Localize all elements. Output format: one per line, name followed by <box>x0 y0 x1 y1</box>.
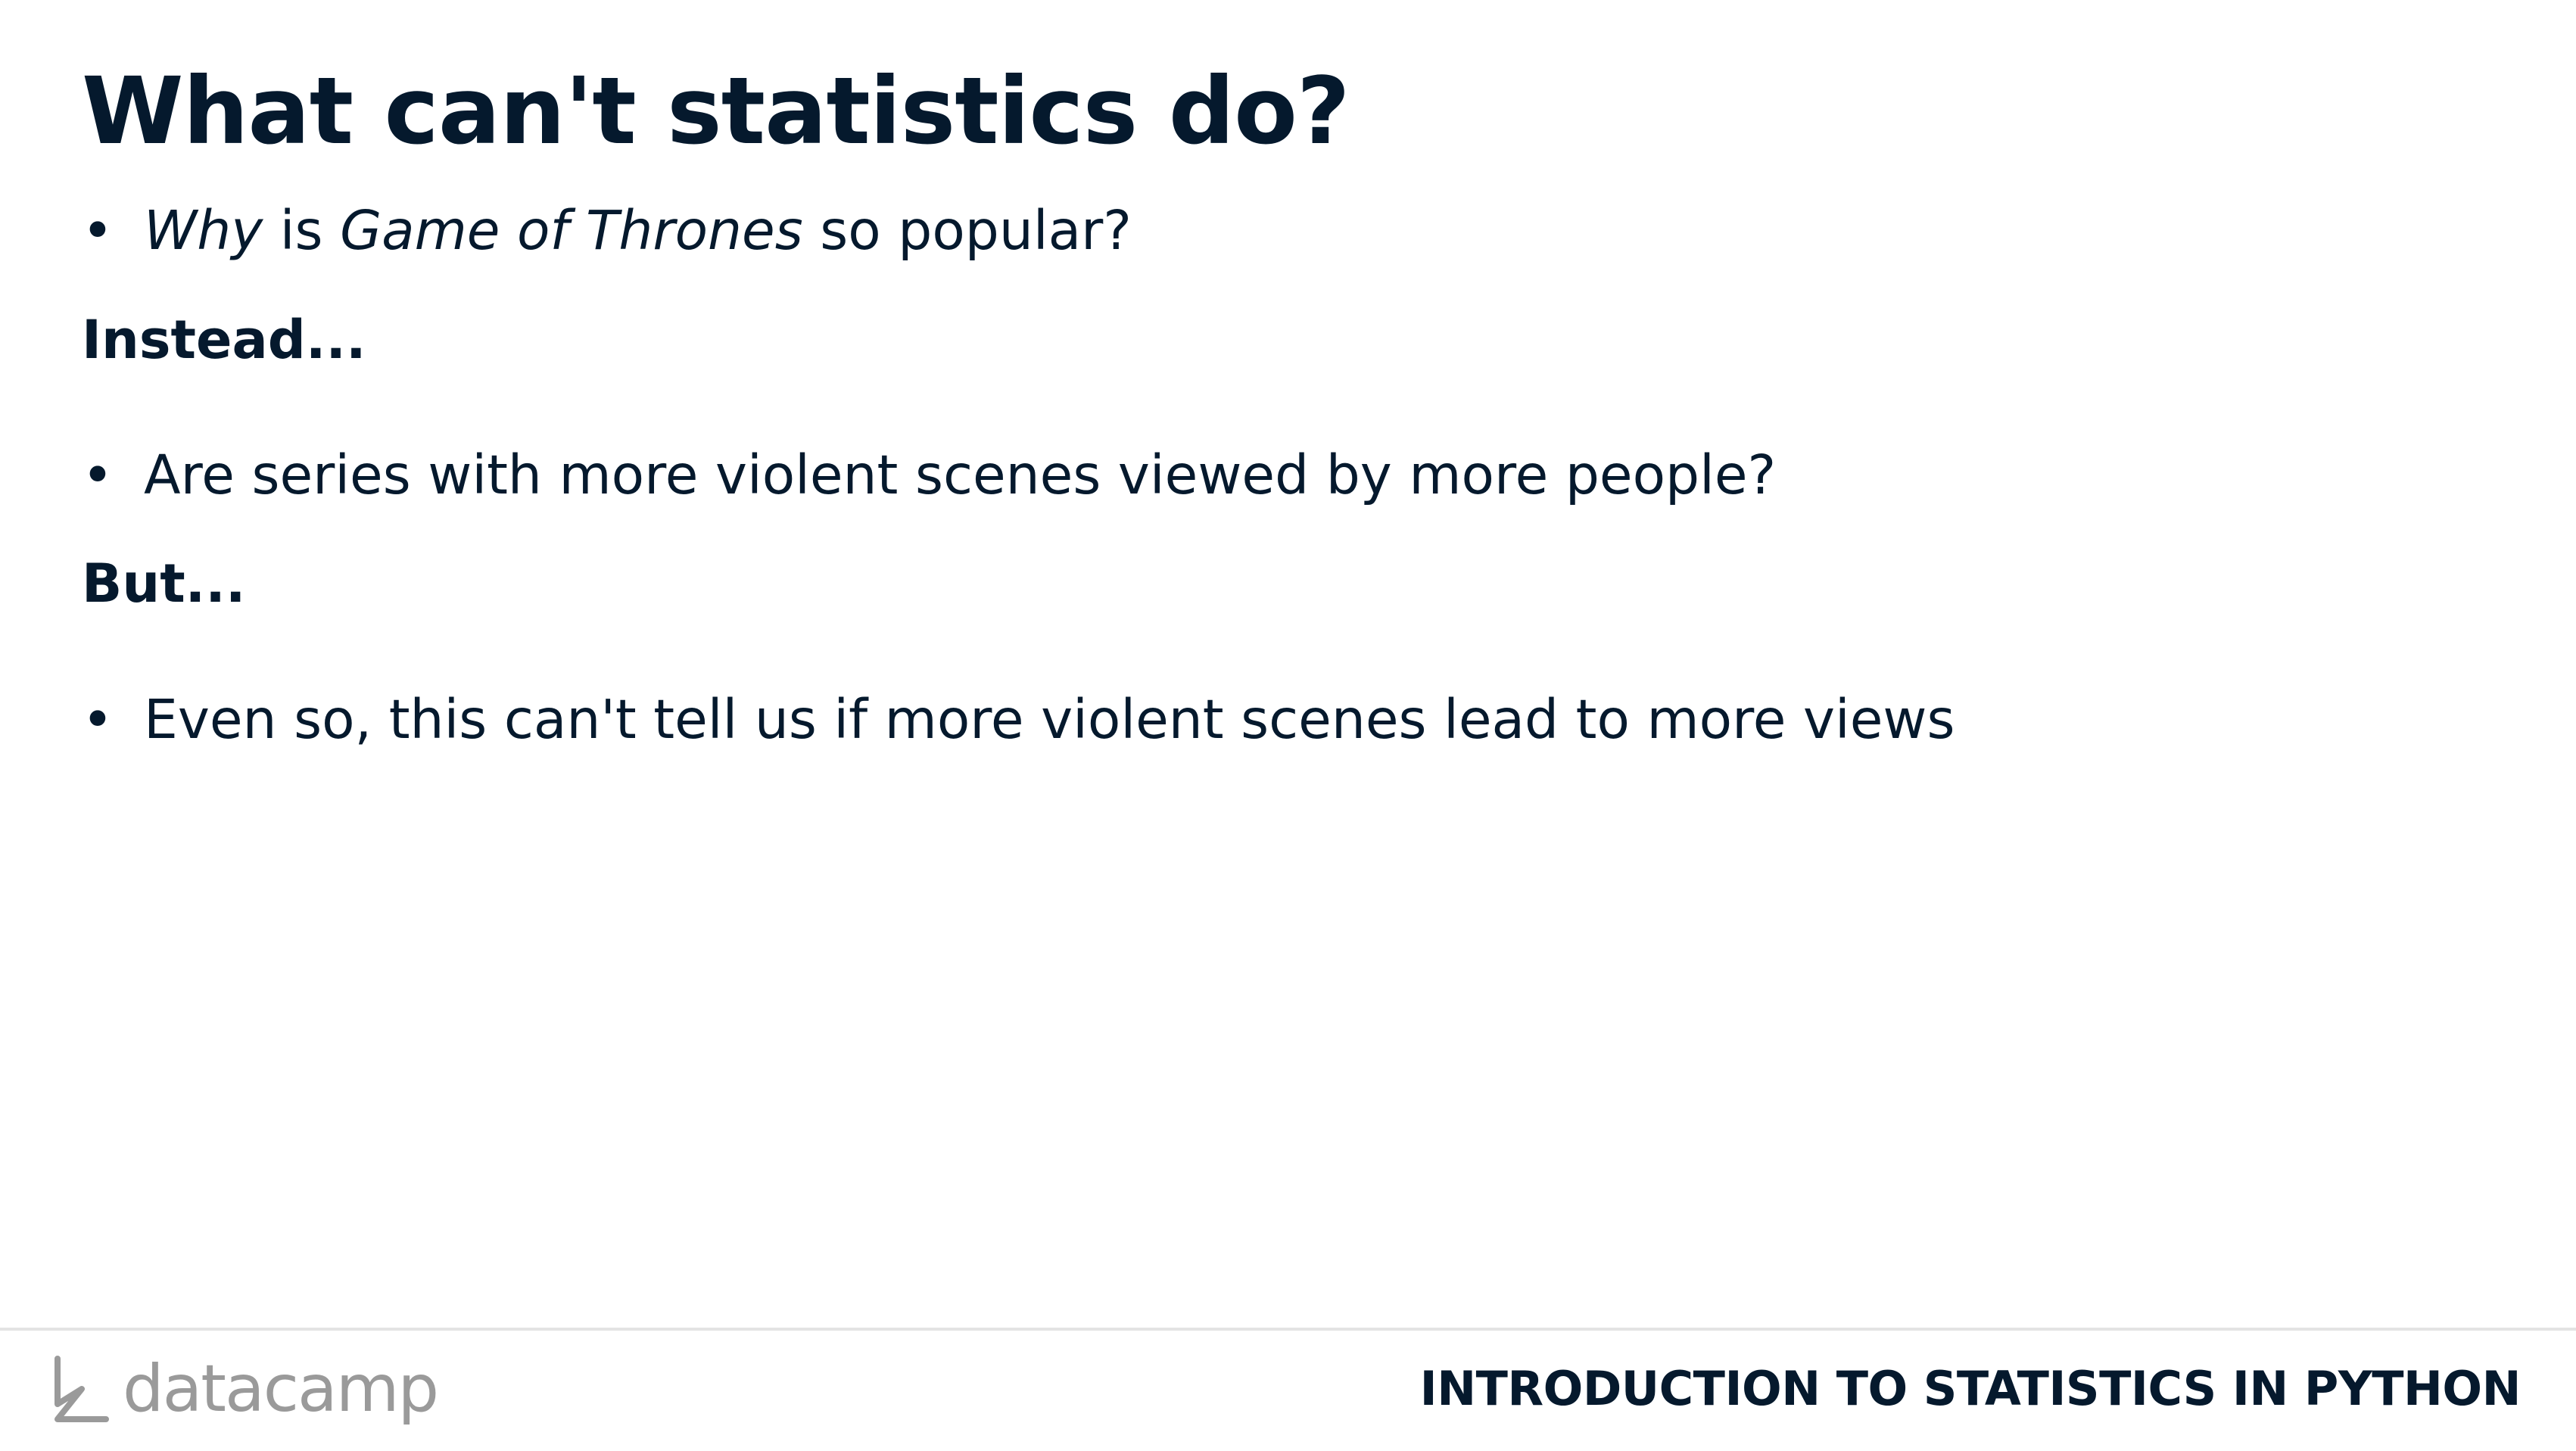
label-instead: Instead... <box>82 309 366 371</box>
bullet-item-causation: • Even so, this can't tell us if more vio… <box>82 686 1955 754</box>
bullet-text-italic-title: Game of Thrones <box>340 199 803 262</box>
bullet-text: is <box>263 199 341 262</box>
logo-text: datacamp <box>123 1351 439 1427</box>
course-name: INTRODUCTION TO STATISTICS IN PYTHON <box>1419 1361 2521 1416</box>
footer-divider <box>0 1328 2576 1331</box>
label-but: But... <box>82 553 246 615</box>
footer-logo: datacamp <box>51 1347 439 1431</box>
bullet-item-violent-series: • Are series with more violent scenes vie… <box>82 441 1776 509</box>
bullet-text: Even so, this can't tell us if more viol… <box>144 688 1955 751</box>
bullet-marker: • <box>82 199 114 262</box>
bullet-marker: • <box>82 688 114 751</box>
slide-title: What can't statistics do? <box>82 58 1350 165</box>
bullet-text-italic: Why <box>144 199 263 262</box>
bullet-item-why-popular: • Why is Game of Thrones so popular? <box>82 197 1132 265</box>
bullet-text: Are series with more violent scenes view… <box>144 444 1777 506</box>
bullet-marker: • <box>82 444 114 506</box>
datacamp-logo-icon <box>51 1351 112 1427</box>
bullet-text-end: so popular? <box>802 199 1132 262</box>
